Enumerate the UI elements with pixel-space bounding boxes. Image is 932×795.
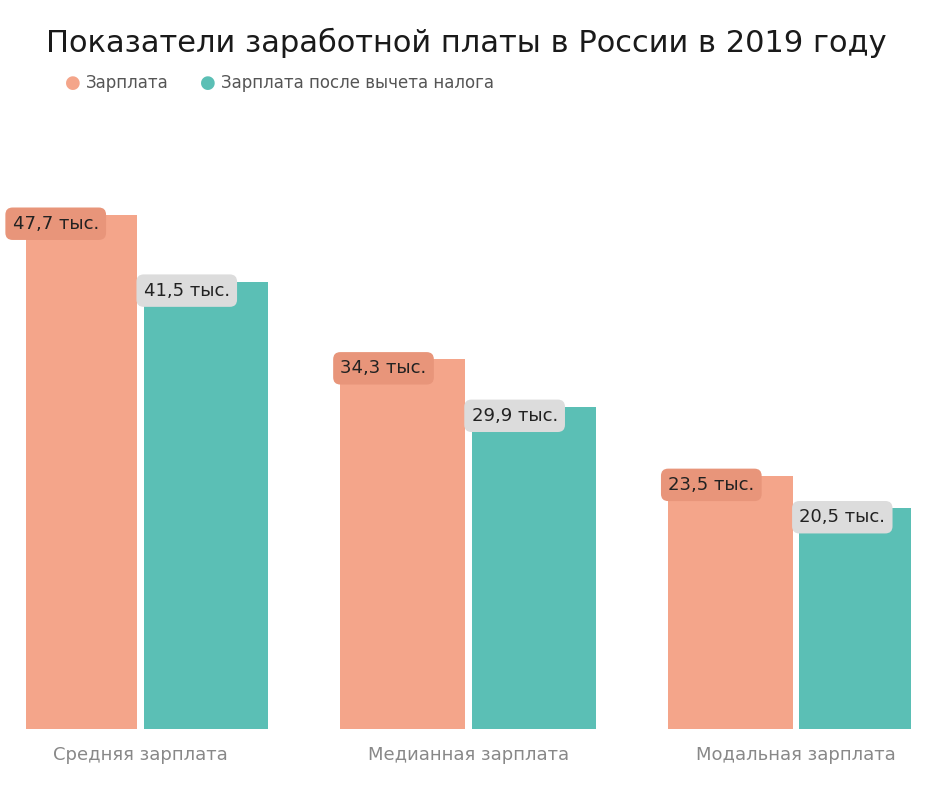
Bar (472, 407, 596, 730)
Text: 47,7 тыс.: 47,7 тыс. (13, 215, 99, 233)
Text: ●: ● (65, 75, 81, 92)
Bar (800, 508, 924, 730)
Text: Зарплата после вычета налога: Зарплата после вычета налога (221, 75, 494, 92)
Bar (144, 281, 268, 730)
Text: 23,5 тыс.: 23,5 тыс. (668, 476, 754, 494)
Text: 34,3 тыс.: 34,3 тыс. (340, 359, 427, 378)
Text: 20,5 тыс.: 20,5 тыс. (800, 508, 885, 526)
Bar (668, 476, 793, 730)
Text: 41,5 тыс.: 41,5 тыс. (144, 281, 230, 300)
Text: Зарплата: Зарплата (86, 75, 169, 92)
Bar (340, 359, 465, 730)
Text: ●: ● (200, 75, 216, 92)
Text: 29,9 тыс.: 29,9 тыс. (472, 407, 557, 425)
Text: Показатели заработной платы в России в 2019 году: Показатели заработной платы в России в 2… (46, 28, 886, 58)
Bar (13, 215, 137, 730)
